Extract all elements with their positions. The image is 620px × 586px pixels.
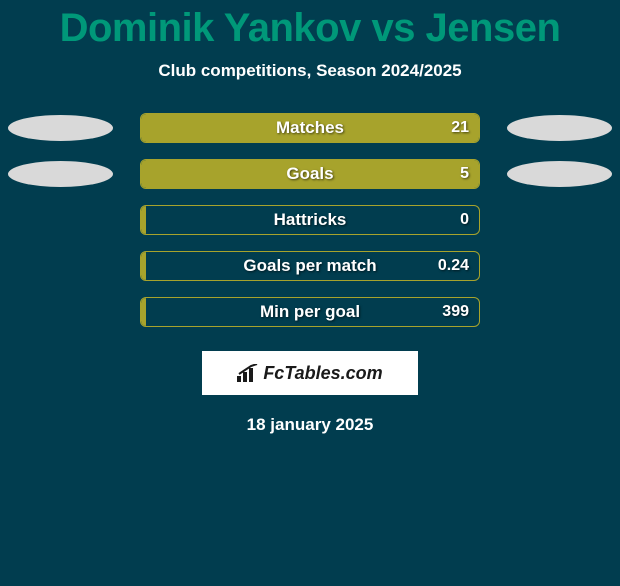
player-right-marker <box>507 161 612 187</box>
stat-bar-track: Goals per match0.24 <box>140 251 480 281</box>
stat-bar-track: Goals5 <box>140 159 480 189</box>
chart-icon <box>237 364 259 382</box>
stat-row: Goals per match0.24 <box>0 251 620 281</box>
stat-label: Min per goal <box>141 298 479 326</box>
snapshot-date: 18 january 2025 <box>0 415 620 435</box>
source-badge-label: FcTables.com <box>263 363 382 384</box>
stat-bar-track: Hattricks0 <box>140 205 480 235</box>
stat-value: 0 <box>460 206 469 234</box>
stat-label: Matches <box>141 114 479 142</box>
stat-value: 0.24 <box>438 252 469 280</box>
player-right-marker <box>507 115 612 141</box>
stat-row: Min per goal399 <box>0 297 620 327</box>
source-badge: FcTables.com <box>202 351 418 395</box>
player-left-marker <box>8 161 113 187</box>
stat-label: Goals per match <box>141 252 479 280</box>
page-title: Dominik Yankov vs Jensen <box>0 6 620 51</box>
stat-bar-track: Min per goal399 <box>140 297 480 327</box>
stat-row: Goals5 <box>0 159 620 189</box>
stat-bar-track: Matches21 <box>140 113 480 143</box>
stat-rows: Matches21 Goals5 Hattricks0 Goals per match… <box>0 113 620 327</box>
stat-value: 5 <box>460 160 469 188</box>
stat-value: 21 <box>451 114 469 142</box>
page-subtitle: Club competitions, Season 2024/2025 <box>0 61 620 81</box>
stat-label: Goals <box>141 160 479 188</box>
stat-row: Matches21 <box>0 113 620 143</box>
stat-label: Hattricks <box>141 206 479 234</box>
player-left-marker <box>8 115 113 141</box>
stat-row: Hattricks0 <box>0 205 620 235</box>
stat-value: 399 <box>442 298 469 326</box>
